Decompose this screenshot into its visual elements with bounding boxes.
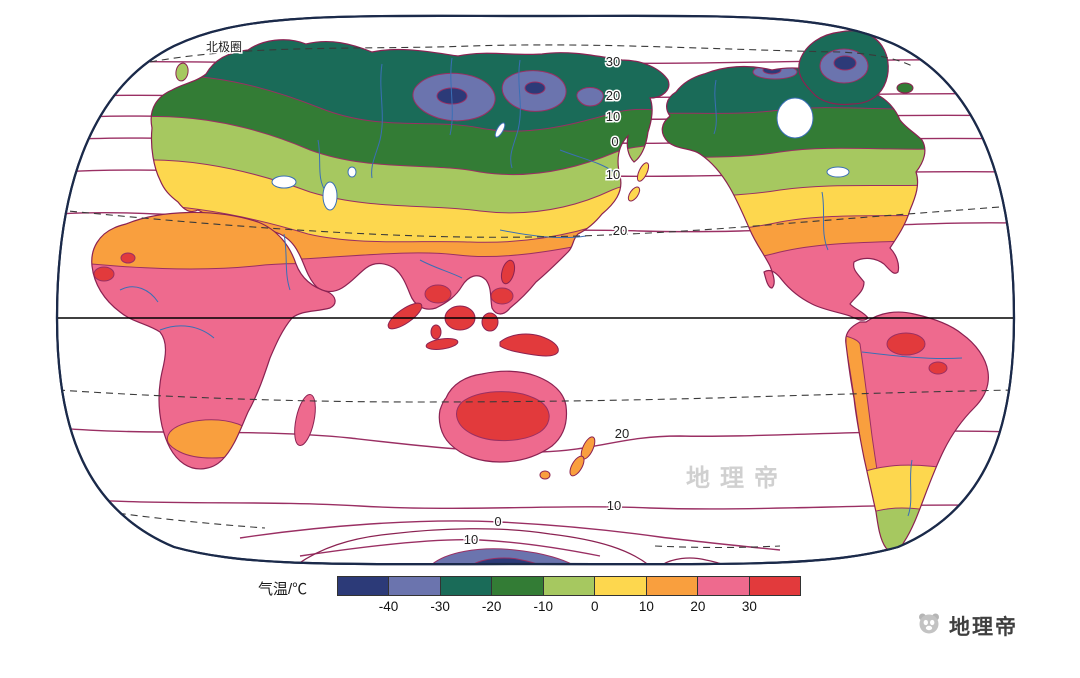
japan-island-south xyxy=(627,186,641,202)
legend-tick-label: -40 xyxy=(378,599,399,614)
antarctic-circle-line-left xyxy=(94,509,266,529)
greenland-navy-core xyxy=(833,55,857,71)
isotherm-label-n4: 0 xyxy=(611,134,618,149)
philippines-island xyxy=(500,259,516,285)
legend-tick-label: 20 xyxy=(690,599,706,614)
legend-tick-label: -10 xyxy=(533,599,553,614)
river-congo xyxy=(159,325,215,339)
isotherm-label-s2: 10 xyxy=(607,498,621,513)
falkland-islands xyxy=(925,537,935,543)
river-parana xyxy=(907,459,913,517)
legend-title: 气温/℃ xyxy=(258,581,308,598)
sumatra-island xyxy=(387,302,423,330)
brand-name: 地理帝 xyxy=(949,615,1018,639)
legend-tick-label: -30 xyxy=(430,599,450,614)
legend-swatch xyxy=(338,577,390,595)
arctic-circle-label: 北极圈 xyxy=(206,40,242,54)
legend-bar xyxy=(337,576,801,596)
sri-lanka-island xyxy=(430,324,442,340)
south-america-coastline xyxy=(845,311,989,552)
river-yangtze xyxy=(499,229,587,239)
legend-tick-label: 30 xyxy=(741,599,757,614)
river-ob xyxy=(371,63,383,179)
legend: 气温/℃ -40 -30 -20 -10 0 10 20 30 xyxy=(0,572,1080,622)
legend-tick-label: 10 xyxy=(638,599,654,614)
isotherm-label-n1: 30 xyxy=(606,54,620,69)
legend-ticks: -40 -30 -20 -10 0 10 20 30 xyxy=(337,599,801,617)
greenland xyxy=(798,30,914,106)
river-amazon xyxy=(861,351,963,360)
iceland-island xyxy=(896,82,914,94)
eurasia-hot-red-patches xyxy=(424,284,514,305)
river-nile xyxy=(283,233,291,291)
river-ganges xyxy=(419,259,463,279)
legend-swatch xyxy=(698,577,750,595)
river-mackenzie xyxy=(713,79,717,135)
sulawesi-island xyxy=(481,312,499,332)
tropic-of-capricorn-line xyxy=(57,389,1014,403)
isotherm-label-n2: 20 xyxy=(606,88,620,103)
new-guinea-island xyxy=(499,333,559,357)
river-niger xyxy=(119,286,159,303)
great-lakes xyxy=(826,166,850,178)
map-labels: 北极圈 30 20 10 0 10 20 20 10 0 10 地理帝 xyxy=(205,39,788,549)
river-lena xyxy=(510,59,521,169)
new-zealand-south-island xyxy=(569,455,585,477)
north-america-coastline xyxy=(661,65,926,321)
caspian-sea xyxy=(322,181,338,211)
aus-hot-red-core xyxy=(456,391,550,442)
java-island xyxy=(425,338,459,350)
river-mississippi xyxy=(821,191,829,251)
isotherm-label-s1: 20 xyxy=(615,426,629,441)
japan-island-north xyxy=(636,162,650,182)
isotherm-label-n6: 20 xyxy=(613,223,627,238)
brand: 地理帝 xyxy=(916,610,1018,641)
sa-hot-red-patches xyxy=(886,332,948,375)
river-amur xyxy=(559,149,615,173)
isotherm-s3 xyxy=(239,520,781,551)
arctic-circle-line xyxy=(149,44,913,67)
aral-sea xyxy=(347,166,357,178)
eurasia-coastline xyxy=(150,39,670,315)
graticule xyxy=(57,44,1014,549)
isotherm-label-s3: 0 xyxy=(494,514,501,529)
tropic-of-cancer-line xyxy=(57,205,1014,238)
legend-tick-label: 0 xyxy=(591,599,599,614)
australia-coastline xyxy=(438,370,568,463)
legend-swatch xyxy=(389,577,441,595)
center-watermark: 地理帝 xyxy=(686,464,788,492)
lake-baikal xyxy=(494,122,506,138)
legend-swatch xyxy=(543,577,596,595)
britain-island xyxy=(175,62,189,82)
antarctica-green-band xyxy=(294,528,651,565)
legend-swatch xyxy=(646,577,699,595)
legend-swatch xyxy=(749,577,800,595)
legend-tick-label: -20 xyxy=(481,599,502,614)
antarctic-circle-line-right xyxy=(654,545,781,549)
legend-swatch xyxy=(595,577,647,595)
tasmania-island xyxy=(539,470,551,480)
isotherm-label-n3: 10 xyxy=(606,109,620,124)
projection-frame-stroke xyxy=(55,14,1016,566)
black-sea xyxy=(271,175,297,189)
lakes xyxy=(271,122,850,211)
isotherm-s2 xyxy=(57,497,1014,510)
isotherm-s4 xyxy=(299,538,601,557)
antarctica-east-blob xyxy=(658,557,727,565)
legend-swatch xyxy=(440,577,493,595)
hudson-bay xyxy=(776,97,814,139)
river-yenisei xyxy=(449,57,453,136)
isotherm-label-s4: 10 xyxy=(464,532,478,547)
greenland-coastline xyxy=(798,30,889,106)
isotherm-label-n5: 10 xyxy=(606,167,620,182)
legend-swatch xyxy=(492,577,544,595)
africa-coastline xyxy=(91,211,336,470)
brand-logo-panda-icon xyxy=(916,610,942,641)
antarctica-slate-core xyxy=(428,548,577,565)
continent-australia xyxy=(438,370,568,480)
madagascar-island xyxy=(294,393,316,447)
